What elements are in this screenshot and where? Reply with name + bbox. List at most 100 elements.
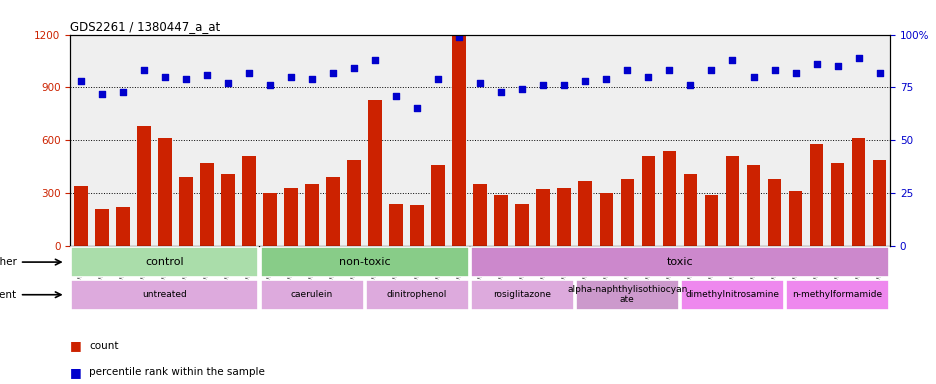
Bar — [137, 126, 151, 246]
Point — [829, 63, 844, 70]
Bar — [746, 165, 759, 246]
Bar — [365, 280, 468, 310]
Bar — [683, 174, 696, 246]
Point — [199, 71, 214, 78]
Bar — [452, 36, 465, 246]
Bar — [767, 179, 781, 246]
Bar — [620, 179, 634, 246]
Bar — [724, 156, 739, 246]
Point — [262, 82, 277, 88]
Point — [325, 70, 340, 76]
Bar — [515, 204, 529, 246]
Point — [137, 68, 152, 74]
Point — [115, 89, 130, 95]
Text: count: count — [89, 341, 118, 351]
Point — [703, 68, 718, 74]
Bar — [368, 100, 382, 246]
Bar — [557, 188, 571, 246]
Bar — [347, 159, 360, 246]
Text: agent: agent — [0, 290, 17, 300]
Bar — [431, 165, 445, 246]
Point — [535, 82, 550, 88]
Bar — [704, 195, 718, 246]
Point — [640, 74, 655, 80]
Bar — [641, 156, 654, 246]
Point — [620, 68, 635, 74]
Bar — [473, 184, 487, 246]
Bar — [74, 186, 88, 246]
Text: other: other — [0, 257, 17, 267]
Bar — [662, 151, 676, 246]
Bar — [326, 177, 340, 246]
Bar — [221, 174, 235, 246]
Bar — [830, 163, 843, 246]
Point — [472, 80, 487, 86]
Point — [514, 86, 529, 93]
Bar — [116, 207, 129, 246]
Point — [808, 61, 823, 67]
Point — [493, 89, 508, 95]
Point — [95, 91, 110, 97]
Point — [661, 68, 676, 74]
Bar — [263, 193, 276, 246]
Bar — [470, 280, 573, 310]
Point — [871, 70, 886, 76]
Bar — [494, 195, 507, 246]
Point — [367, 57, 382, 63]
Bar — [851, 138, 865, 246]
Bar — [388, 204, 402, 246]
Bar — [680, 280, 783, 310]
Bar — [871, 159, 885, 246]
Bar — [785, 280, 888, 310]
Bar — [260, 247, 468, 277]
Bar — [576, 280, 679, 310]
Bar — [179, 177, 193, 246]
Bar — [578, 180, 592, 246]
Bar — [284, 188, 298, 246]
Text: n-methylformamide: n-methylformamide — [792, 290, 882, 299]
Point — [787, 70, 802, 76]
Text: ■: ■ — [70, 366, 82, 379]
Bar — [809, 144, 823, 246]
Bar — [260, 280, 363, 310]
Bar — [158, 138, 171, 246]
Bar — [200, 163, 213, 246]
Bar — [599, 193, 612, 246]
Text: alpha-naphthylisothiocyan
ate: alpha-naphthylisothiocyan ate — [566, 285, 687, 305]
Point — [767, 68, 782, 74]
Point — [724, 57, 739, 63]
Point — [556, 82, 571, 88]
Bar — [71, 280, 258, 310]
Point — [178, 76, 193, 82]
Point — [850, 55, 865, 61]
Point — [241, 70, 256, 76]
Point — [578, 78, 592, 84]
Text: control: control — [145, 257, 184, 267]
Point — [304, 76, 319, 82]
Text: caerulein: caerulein — [290, 290, 333, 299]
Point — [388, 93, 403, 99]
Bar — [305, 184, 318, 246]
Point — [284, 74, 299, 80]
Text: non-toxic: non-toxic — [339, 257, 390, 267]
Text: GDS2261 / 1380447_a_at: GDS2261 / 1380447_a_at — [70, 20, 220, 33]
Text: percentile rank within the sample: percentile rank within the sample — [89, 367, 265, 377]
Text: dimethylnitrosamine: dimethylnitrosamine — [685, 290, 779, 299]
Text: untreated: untreated — [142, 290, 187, 299]
Point — [220, 80, 235, 86]
Bar — [71, 247, 258, 277]
Text: ■: ■ — [70, 339, 82, 352]
Point — [409, 106, 424, 112]
Bar — [410, 205, 423, 246]
Text: rosiglitazone: rosiglitazone — [492, 290, 550, 299]
Text: toxic: toxic — [665, 257, 693, 267]
Bar — [470, 247, 888, 277]
Point — [598, 76, 613, 82]
Point — [73, 78, 88, 84]
Point — [682, 82, 697, 88]
Point — [346, 65, 361, 71]
Text: dinitrophenol: dinitrophenol — [387, 290, 446, 299]
Point — [451, 34, 466, 40]
Bar — [536, 189, 549, 246]
Point — [745, 74, 760, 80]
